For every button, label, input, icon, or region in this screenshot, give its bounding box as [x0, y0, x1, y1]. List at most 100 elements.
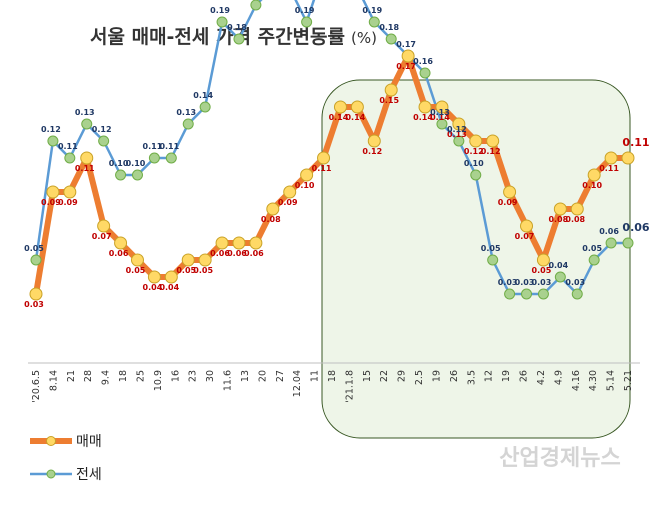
lease-point — [521, 288, 533, 300]
sale-data-label: 0.14 — [430, 113, 450, 122]
sale-point — [469, 134, 483, 148]
sale-data-label: 0.06 — [109, 249, 129, 258]
sale-data-label: 0.09 — [41, 198, 61, 207]
sale-point — [266, 202, 280, 216]
x-tick-label: 9.4 — [101, 370, 112, 385]
x-tick-label: 16 — [170, 370, 181, 382]
sale-point — [300, 168, 314, 182]
sale-point — [452, 117, 466, 131]
lease-data-label: 0.19 — [210, 6, 230, 15]
series-markers — [29, 0, 635, 301]
x-tick-label: 18 — [118, 370, 129, 382]
legend-sale-marker — [46, 436, 56, 446]
x-tick-label: 20 — [257, 370, 268, 382]
lease-data-label: 0.17 — [396, 40, 416, 49]
sale-point — [435, 100, 449, 114]
sale-data-label: 0.14 — [413, 113, 433, 122]
lease-point — [115, 169, 127, 181]
sale-point — [570, 202, 584, 216]
lease-data-label: 0.06 — [599, 227, 619, 236]
sale-point — [46, 185, 60, 199]
legend-lease-label: 전세 — [76, 467, 102, 483]
highlight-box-2021 — [321, 79, 631, 439]
sale-point — [486, 134, 500, 148]
sale-point — [232, 236, 246, 250]
lease-point — [81, 118, 93, 130]
sale-data-label: 0.11 — [312, 164, 332, 173]
x-tick-label: 26 — [449, 370, 460, 382]
lease-data-label: 0.10 — [126, 159, 146, 168]
sale-point — [181, 253, 195, 267]
lease-data-label: 0.13 — [430, 108, 450, 117]
legend: 매매 전세 — [30, 434, 102, 483]
sale-data-label: 0.06 — [244, 249, 264, 258]
sale-point — [553, 202, 567, 216]
sale-data-label: 0.04 — [143, 283, 163, 292]
chart-title-text: 서울 매매-전세 가격 주간변동률 — [90, 26, 345, 48]
sale-point — [333, 100, 347, 114]
x-tick-label: 5.21 — [623, 370, 634, 391]
sale-point — [503, 185, 517, 199]
x-tick-label: 4.2 — [536, 370, 547, 385]
sale-data-label: 0.06 — [210, 249, 230, 258]
sale-data-label: 0.12 — [481, 147, 501, 156]
sale-point — [418, 100, 432, 114]
legend-sale-label: 매매 — [76, 434, 102, 450]
chart-title-unit: (%) — [351, 29, 377, 47]
lease-point — [199, 101, 211, 113]
lease-data-label: 0.18 — [379, 23, 399, 32]
sale-point — [198, 253, 212, 267]
sale-data-label: 0.11 — [75, 164, 95, 173]
lease-data-label: 0.12 — [447, 125, 467, 134]
x-tick-label: 15 — [362, 370, 373, 382]
sale-data-label: 0.07 — [515, 232, 535, 241]
lease-point — [385, 33, 397, 45]
sale-data-label: 0.05 — [176, 266, 196, 275]
lease-point — [30, 254, 42, 266]
sale-point — [249, 236, 263, 250]
x-tick-label: 23 — [188, 370, 199, 382]
lease-data-label: 0.03 — [498, 278, 518, 287]
sale-point — [317, 151, 331, 165]
lease-data-label: 0.12 — [41, 125, 61, 134]
sale-point — [520, 219, 534, 233]
sale-data-label: 0.03 — [24, 300, 44, 309]
sale-point — [114, 236, 128, 250]
sale-point — [63, 185, 77, 199]
sale-point — [401, 49, 415, 63]
lease-data-label: 0.19 — [295, 6, 315, 15]
lease-data-label: 0.13 — [176, 108, 196, 117]
sale-point — [587, 168, 601, 182]
sale-point — [384, 83, 398, 97]
x-tick-label: 4.30 — [588, 370, 599, 391]
lease-point — [301, 16, 313, 28]
lease-data-label: 0.10 — [464, 159, 484, 168]
sale-data-label: 0.04 — [159, 283, 179, 292]
x-tick-label: 11.6 — [223, 370, 234, 391]
lease-point — [470, 169, 482, 181]
sale-data-label: 0.10 — [582, 181, 602, 190]
lease-point — [47, 135, 59, 147]
sale-point — [130, 253, 144, 267]
lease-point — [233, 33, 245, 45]
lease-data-label: 0.12 — [92, 125, 112, 134]
x-tick-label: 8.14 — [48, 370, 59, 391]
lease-point — [419, 67, 431, 79]
sale-data-label: 0.05 — [193, 266, 213, 275]
watermark: 산업경제뉴스 — [499, 446, 620, 471]
x-tick-label: '20.6.5 — [31, 370, 42, 403]
x-tick-label: 26 — [519, 370, 530, 382]
sale-point — [164, 270, 178, 284]
lease-data-label: 0.03 — [565, 278, 585, 287]
x-tick-label: 27 — [275, 370, 286, 382]
lease-point — [504, 288, 516, 300]
chart-title: 서울 매매-전세 가격 주간변동률 (%) — [90, 26, 377, 48]
x-tick-label: 13 — [240, 370, 251, 382]
sale-point — [215, 236, 229, 250]
lease-point — [487, 254, 499, 266]
sale-data-label: 0.11 — [599, 164, 619, 173]
lease-point — [537, 288, 549, 300]
x-tick-label: 12.04 — [292, 370, 303, 397]
